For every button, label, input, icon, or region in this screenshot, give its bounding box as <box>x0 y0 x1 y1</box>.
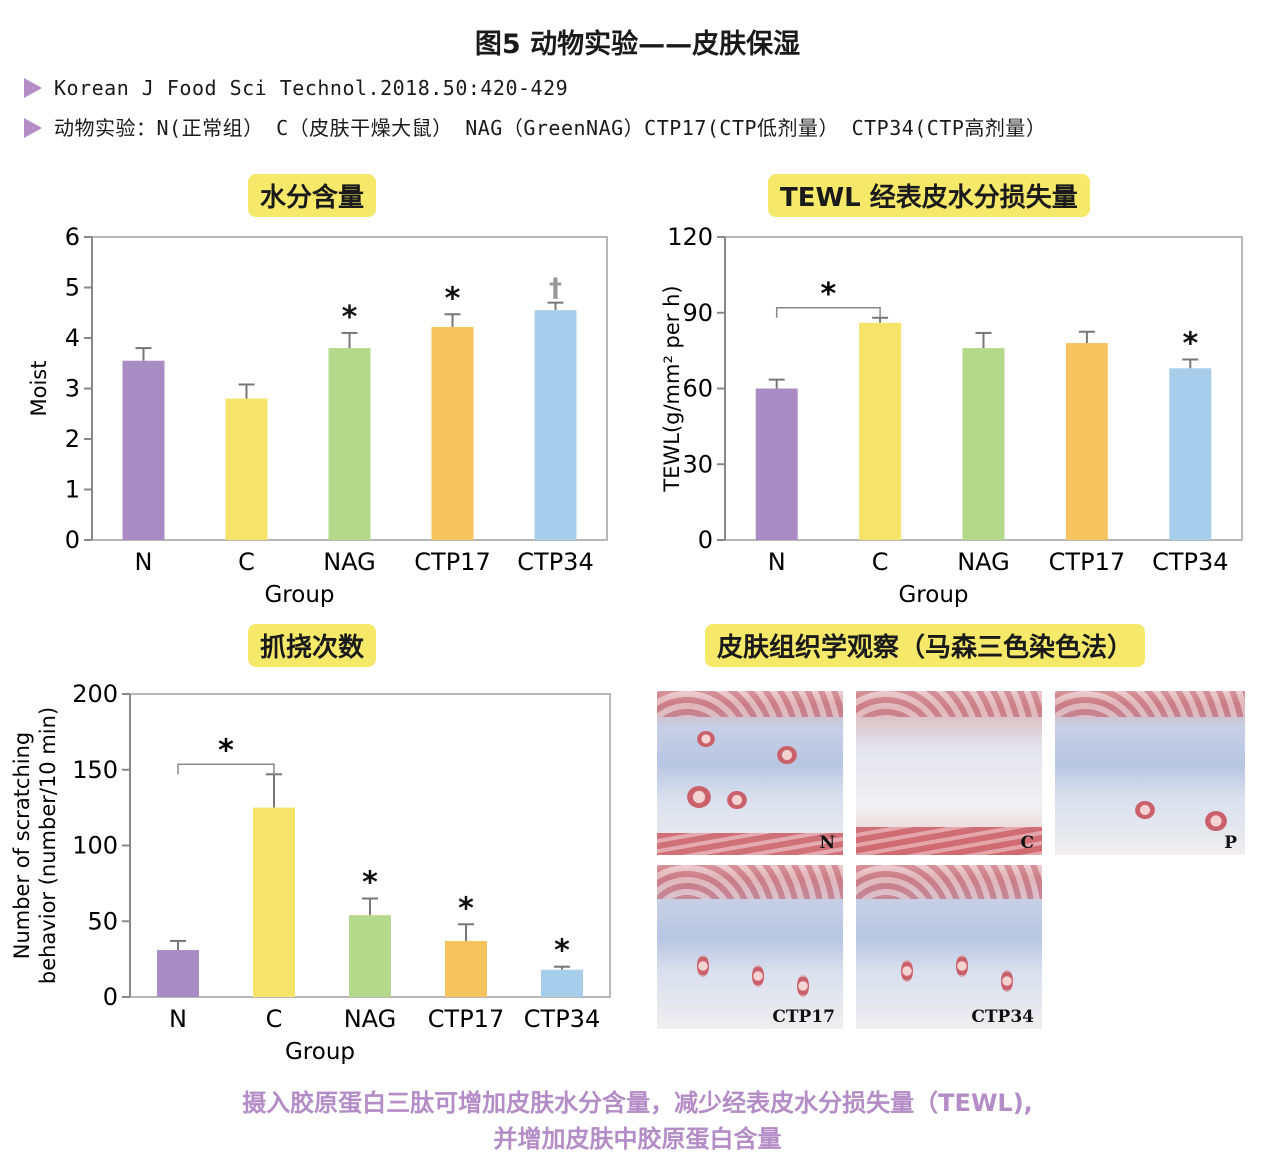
x-tick-label: C <box>238 548 255 576</box>
x-tick-label: C <box>266 1005 283 1033</box>
caption-line-1: 摄入胶原蛋白三肽可增加皮肤水分含量，减少经表皮水分损失量（TEWL), <box>242 1089 1033 1117</box>
histology-label: P <box>1224 833 1237 853</box>
significance-bracket <box>177 763 275 775</box>
y-tick-label: 1 <box>65 476 80 504</box>
bar-ctp34 <box>1169 368 1212 540</box>
tewl-panel-title: TEWL 经表皮水分损失量 <box>768 174 1090 217</box>
significance-marker: † <box>549 274 562 304</box>
histology-image-ctp34: CTP34 <box>856 865 1042 1029</box>
bar-c <box>859 322 902 540</box>
bracket-marker: * <box>821 277 837 312</box>
moist-chart: 0 1 2 3 4 5 6 Moist N C NAG * CTP17 * CTP34 † Group <box>27 223 608 608</box>
histology-image-n: N <box>657 691 843 855</box>
y-axis-title: Moist <box>27 361 51 417</box>
x-tick-label: CTP34 <box>524 1005 600 1033</box>
y-tick-label: 120 <box>667 223 713 251</box>
bar-ctp17 <box>1065 343 1108 540</box>
x-axis-title: Group <box>264 582 334 608</box>
significance-marker: * <box>1182 326 1198 361</box>
x-axis-title: Group <box>285 1039 355 1065</box>
y-tick-label: 3 <box>65 375 80 403</box>
bar-nag <box>349 915 391 997</box>
significance-marker: * <box>458 891 474 926</box>
triangle-bullet-icon <box>24 118 42 138</box>
y-axis-title: TEWL(g/mm² per h) <box>660 285 684 492</box>
significance-marker: * <box>342 300 358 335</box>
histology-label: C <box>1020 833 1034 853</box>
y-tick-label: 90 <box>682 299 713 327</box>
significance-bracket <box>775 307 881 318</box>
bar-n <box>122 360 165 540</box>
bar-n <box>755 388 798 540</box>
histology-label: N <box>819 833 835 853</box>
x-tick-label: CTP34 <box>1152 548 1228 576</box>
bar-ctp34 <box>534 310 577 540</box>
bar-n <box>157 950 199 997</box>
histology-image-c: C <box>856 691 1042 855</box>
y-tick-label: 4 <box>65 324 80 352</box>
y-tick-label: 60 <box>682 375 713 403</box>
caption-line-2: 并增加皮肤中胶原蛋白含量 <box>493 1125 782 1153</box>
x-tick-label: N <box>135 548 153 576</box>
scratch-panel-title: 抓挠次数 <box>248 624 377 667</box>
y-tick-label: 6 <box>65 223 80 251</box>
y-tick-label: 200 <box>72 680 118 708</box>
tewl-chart: 0 30 60 90 120 TEWL(g/mm² per h) N C NAG CTP17 CTP… <box>660 223 1243 608</box>
y-tick-label: 100 <box>72 832 118 860</box>
histology-image-p: P <box>1055 691 1245 855</box>
x-tick-label: NAG <box>957 548 1010 576</box>
y-tick-label: 0 <box>65 526 80 554</box>
histology-panel-title: 皮肤组织学观察（马森三色染色法） <box>705 624 1146 667</box>
bar-c <box>225 398 268 540</box>
groups-note: 动物实验：N(正常组） C（皮肤干燥大鼠） NAG（GreenNAG）CTP17… <box>24 112 1046 141</box>
figure-title: 图5 动物实验——皮肤保湿 <box>474 29 801 60</box>
bar-ctp17 <box>431 326 474 540</box>
x-tick-label: N <box>169 1005 187 1033</box>
bar-ctp34 <box>541 969 583 997</box>
y-axis-title: behavior (number/10 min) <box>36 707 60 984</box>
histology-label: CTP17 <box>772 1007 835 1027</box>
groups-note-text: 动物实验：N(正常组） C（皮肤干燥大鼠） NAG（GreenNAG）CTP17… <box>54 116 1047 140</box>
y-tick-label: 30 <box>682 450 713 478</box>
y-tick-label: 5 <box>65 274 80 302</box>
x-tick-label: CTP17 <box>428 1005 504 1033</box>
triangle-bullet-icon <box>24 78 42 98</box>
scratch-chart: 0 50 100 150 200 Number of scratching behavior… <box>10 680 611 1065</box>
moist-panel-title: 水分含量 <box>248 174 377 217</box>
x-axis-title: Group <box>898 582 968 608</box>
x-tick-label: NAG <box>344 1005 397 1033</box>
bar-nag <box>962 348 1005 540</box>
histology-images: N C P CTP17 CTP34 <box>657 691 1245 1029</box>
histology-image-ctp17: CTP17 <box>657 865 843 1029</box>
source-note-text: Korean J Food Sci Technol.2018.50:420-42… <box>54 76 569 100</box>
x-tick-label: N <box>768 548 786 576</box>
x-tick-label: CTP34 <box>517 548 593 576</box>
y-tick-label: 50 <box>87 907 118 935</box>
significance-marker: * <box>445 281 461 316</box>
bar-ctp17 <box>445 940 487 997</box>
y-tick-label: 0 <box>698 526 713 554</box>
y-tick-label: 150 <box>72 756 118 784</box>
x-tick-label: C <box>872 548 889 576</box>
x-tick-label: CTP17 <box>1049 548 1125 576</box>
bar-nag <box>328 348 371 540</box>
significance-marker: * <box>554 934 570 969</box>
x-tick-label: CTP17 <box>414 548 490 576</box>
bar-c <box>253 807 295 997</box>
source-note: Korean J Food Sci Technol.2018.50:420-42… <box>24 76 568 100</box>
y-tick-label: 0 <box>103 983 118 1011</box>
significance-marker: * <box>362 866 378 901</box>
x-tick-label: NAG <box>323 548 376 576</box>
y-tick-label: 2 <box>65 425 80 453</box>
bracket-marker: * <box>218 733 234 768</box>
histology-label: CTP34 <box>971 1007 1034 1027</box>
y-axis-title: Number of scratching <box>10 732 34 960</box>
